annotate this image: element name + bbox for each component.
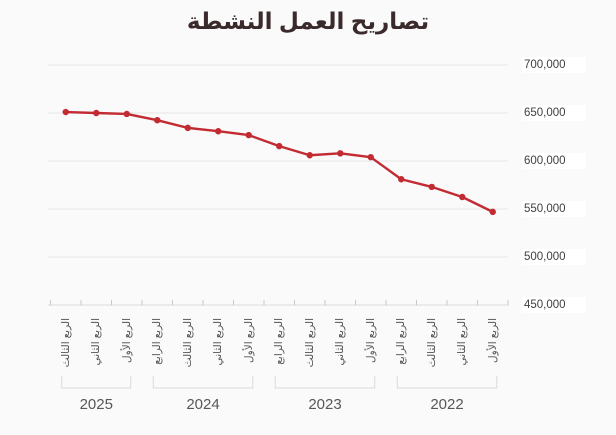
y-axis-label: 500,000 (522, 249, 586, 265)
x-axis-label: الربع الثالث (303, 318, 316, 368)
year-group-bracket (396, 376, 498, 389)
year-group-bracket (61, 376, 132, 389)
data-point[interactable] (337, 150, 344, 157)
x-axis-label: الربع الثاني (456, 318, 469, 366)
year-group-bracket (274, 376, 376, 389)
x-axis-label: الربع الثاني (334, 318, 347, 366)
data-point[interactable] (245, 131, 252, 139)
x-axis-label: الربع الأول (486, 318, 499, 363)
y-axis-label: 550,000 (522, 201, 586, 217)
year-label: 2024 (186, 396, 220, 413)
data-point[interactable] (489, 208, 496, 216)
data-point[interactable] (184, 124, 191, 132)
data-point[interactable] (398, 176, 405, 183)
x-axis-label: الربع الرابع (395, 318, 408, 365)
chart-title: تصاريح العمل النشطة (186, 8, 430, 34)
x-axis-label: الربع الأول (120, 318, 133, 363)
data-point[interactable] (428, 183, 435, 191)
year-label: 2025 (79, 396, 113, 413)
x-axis-label: الربع الرابع (151, 318, 164, 365)
y-axis-label: 600,000 (522, 153, 586, 169)
data-point[interactable] (62, 108, 69, 116)
year-label: 2022 (430, 396, 464, 413)
data-point[interactable] (93, 109, 100, 117)
x-axis-label: الربع الثاني (212, 318, 225, 366)
data-point[interactable] (367, 153, 374, 161)
series-line (64, 110, 494, 214)
data-point[interactable] (123, 110, 130, 118)
y-axis-label: 700,000 (522, 57, 586, 73)
x-axis-label: الربع الثالث (181, 318, 194, 368)
x-axis-label: الربع الرابع (273, 318, 286, 365)
y-axis-label: 450,000 (522, 297, 586, 313)
x-axis-label: الربع الأول (364, 318, 377, 363)
year-label: 2023 (308, 396, 342, 413)
x-axis-label: الربع الأول (242, 318, 255, 363)
data-point[interactable] (459, 193, 466, 201)
y-axis-label: 650,000 (522, 105, 586, 121)
x-axis-label: الربع الثالث (425, 318, 438, 368)
data-point[interactable] (306, 152, 313, 159)
data-point[interactable] (154, 117, 161, 124)
data-point[interactable] (215, 128, 222, 135)
x-axis-label: الربع الثاني (90, 318, 103, 366)
x-axis-label: الربع الثالث (59, 318, 72, 368)
year-group-bracket (152, 376, 254, 389)
data-point[interactable] (276, 142, 283, 150)
